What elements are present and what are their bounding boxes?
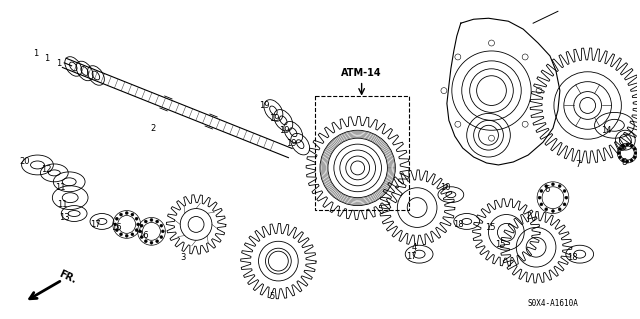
- Circle shape: [114, 223, 116, 226]
- Text: 19: 19: [269, 114, 280, 123]
- Circle shape: [125, 211, 128, 214]
- Circle shape: [563, 203, 566, 206]
- Text: 1: 1: [33, 49, 38, 58]
- Text: 6: 6: [544, 185, 550, 194]
- Circle shape: [626, 143, 628, 146]
- Circle shape: [135, 217, 138, 220]
- Circle shape: [115, 229, 118, 232]
- Text: 19: 19: [286, 139, 296, 148]
- Circle shape: [120, 233, 122, 236]
- Circle shape: [540, 189, 543, 192]
- Text: 4: 4: [412, 243, 417, 252]
- Text: 18: 18: [454, 220, 464, 229]
- Circle shape: [545, 185, 548, 188]
- Circle shape: [563, 189, 566, 192]
- Text: 2: 2: [151, 124, 156, 133]
- Circle shape: [634, 152, 637, 154]
- Circle shape: [139, 230, 141, 233]
- Text: 16: 16: [111, 223, 122, 232]
- Text: 19: 19: [279, 126, 289, 135]
- Circle shape: [136, 223, 140, 226]
- Text: 11: 11: [55, 183, 65, 192]
- Circle shape: [156, 220, 159, 223]
- Circle shape: [135, 229, 138, 232]
- Text: 20: 20: [19, 158, 30, 167]
- Text: 14: 14: [601, 126, 612, 135]
- Circle shape: [552, 210, 554, 212]
- Circle shape: [161, 230, 164, 233]
- Circle shape: [630, 144, 633, 147]
- Text: 5: 5: [270, 292, 275, 301]
- Text: S0X4-A1610A: S0X4-A1610A: [527, 299, 579, 308]
- Circle shape: [618, 152, 620, 154]
- Circle shape: [538, 196, 541, 199]
- Text: 19: 19: [259, 101, 269, 110]
- Text: 17: 17: [406, 252, 417, 261]
- Text: 11: 11: [57, 200, 67, 209]
- Circle shape: [140, 224, 143, 227]
- Circle shape: [160, 224, 163, 227]
- Circle shape: [558, 208, 561, 211]
- Circle shape: [120, 213, 122, 216]
- Circle shape: [565, 196, 568, 199]
- Circle shape: [150, 219, 153, 221]
- Circle shape: [540, 203, 543, 206]
- Circle shape: [633, 147, 636, 150]
- Bar: [315, 96, 409, 210]
- Text: 9: 9: [620, 144, 625, 152]
- Text: FR.: FR.: [58, 269, 78, 285]
- Text: 7: 7: [575, 160, 580, 169]
- Text: ATM-14: ATM-14: [341, 68, 382, 78]
- Text: 13: 13: [59, 213, 70, 222]
- Text: 8: 8: [621, 159, 627, 167]
- Circle shape: [626, 160, 628, 163]
- Circle shape: [115, 217, 118, 220]
- Text: 16: 16: [138, 231, 149, 240]
- Circle shape: [125, 234, 128, 237]
- Circle shape: [621, 159, 625, 162]
- Circle shape: [131, 233, 134, 236]
- Circle shape: [160, 236, 163, 239]
- Circle shape: [144, 240, 147, 243]
- Text: 18: 18: [568, 253, 578, 262]
- Circle shape: [618, 147, 621, 150]
- Circle shape: [558, 185, 561, 188]
- Circle shape: [131, 213, 134, 216]
- Circle shape: [633, 156, 636, 159]
- Text: 1: 1: [56, 59, 61, 68]
- Text: 1: 1: [44, 54, 49, 63]
- Text: 10: 10: [440, 183, 450, 192]
- Text: 17: 17: [90, 220, 100, 229]
- Circle shape: [618, 156, 621, 159]
- Circle shape: [150, 241, 153, 244]
- Text: 15: 15: [495, 240, 506, 249]
- Circle shape: [156, 240, 159, 243]
- Circle shape: [144, 220, 147, 223]
- Text: 12: 12: [41, 166, 52, 174]
- Circle shape: [630, 159, 633, 162]
- Circle shape: [140, 236, 143, 239]
- Text: 15: 15: [485, 223, 496, 232]
- Text: 3: 3: [180, 253, 186, 262]
- Circle shape: [552, 183, 554, 186]
- Circle shape: [621, 144, 625, 147]
- Circle shape: [545, 208, 548, 211]
